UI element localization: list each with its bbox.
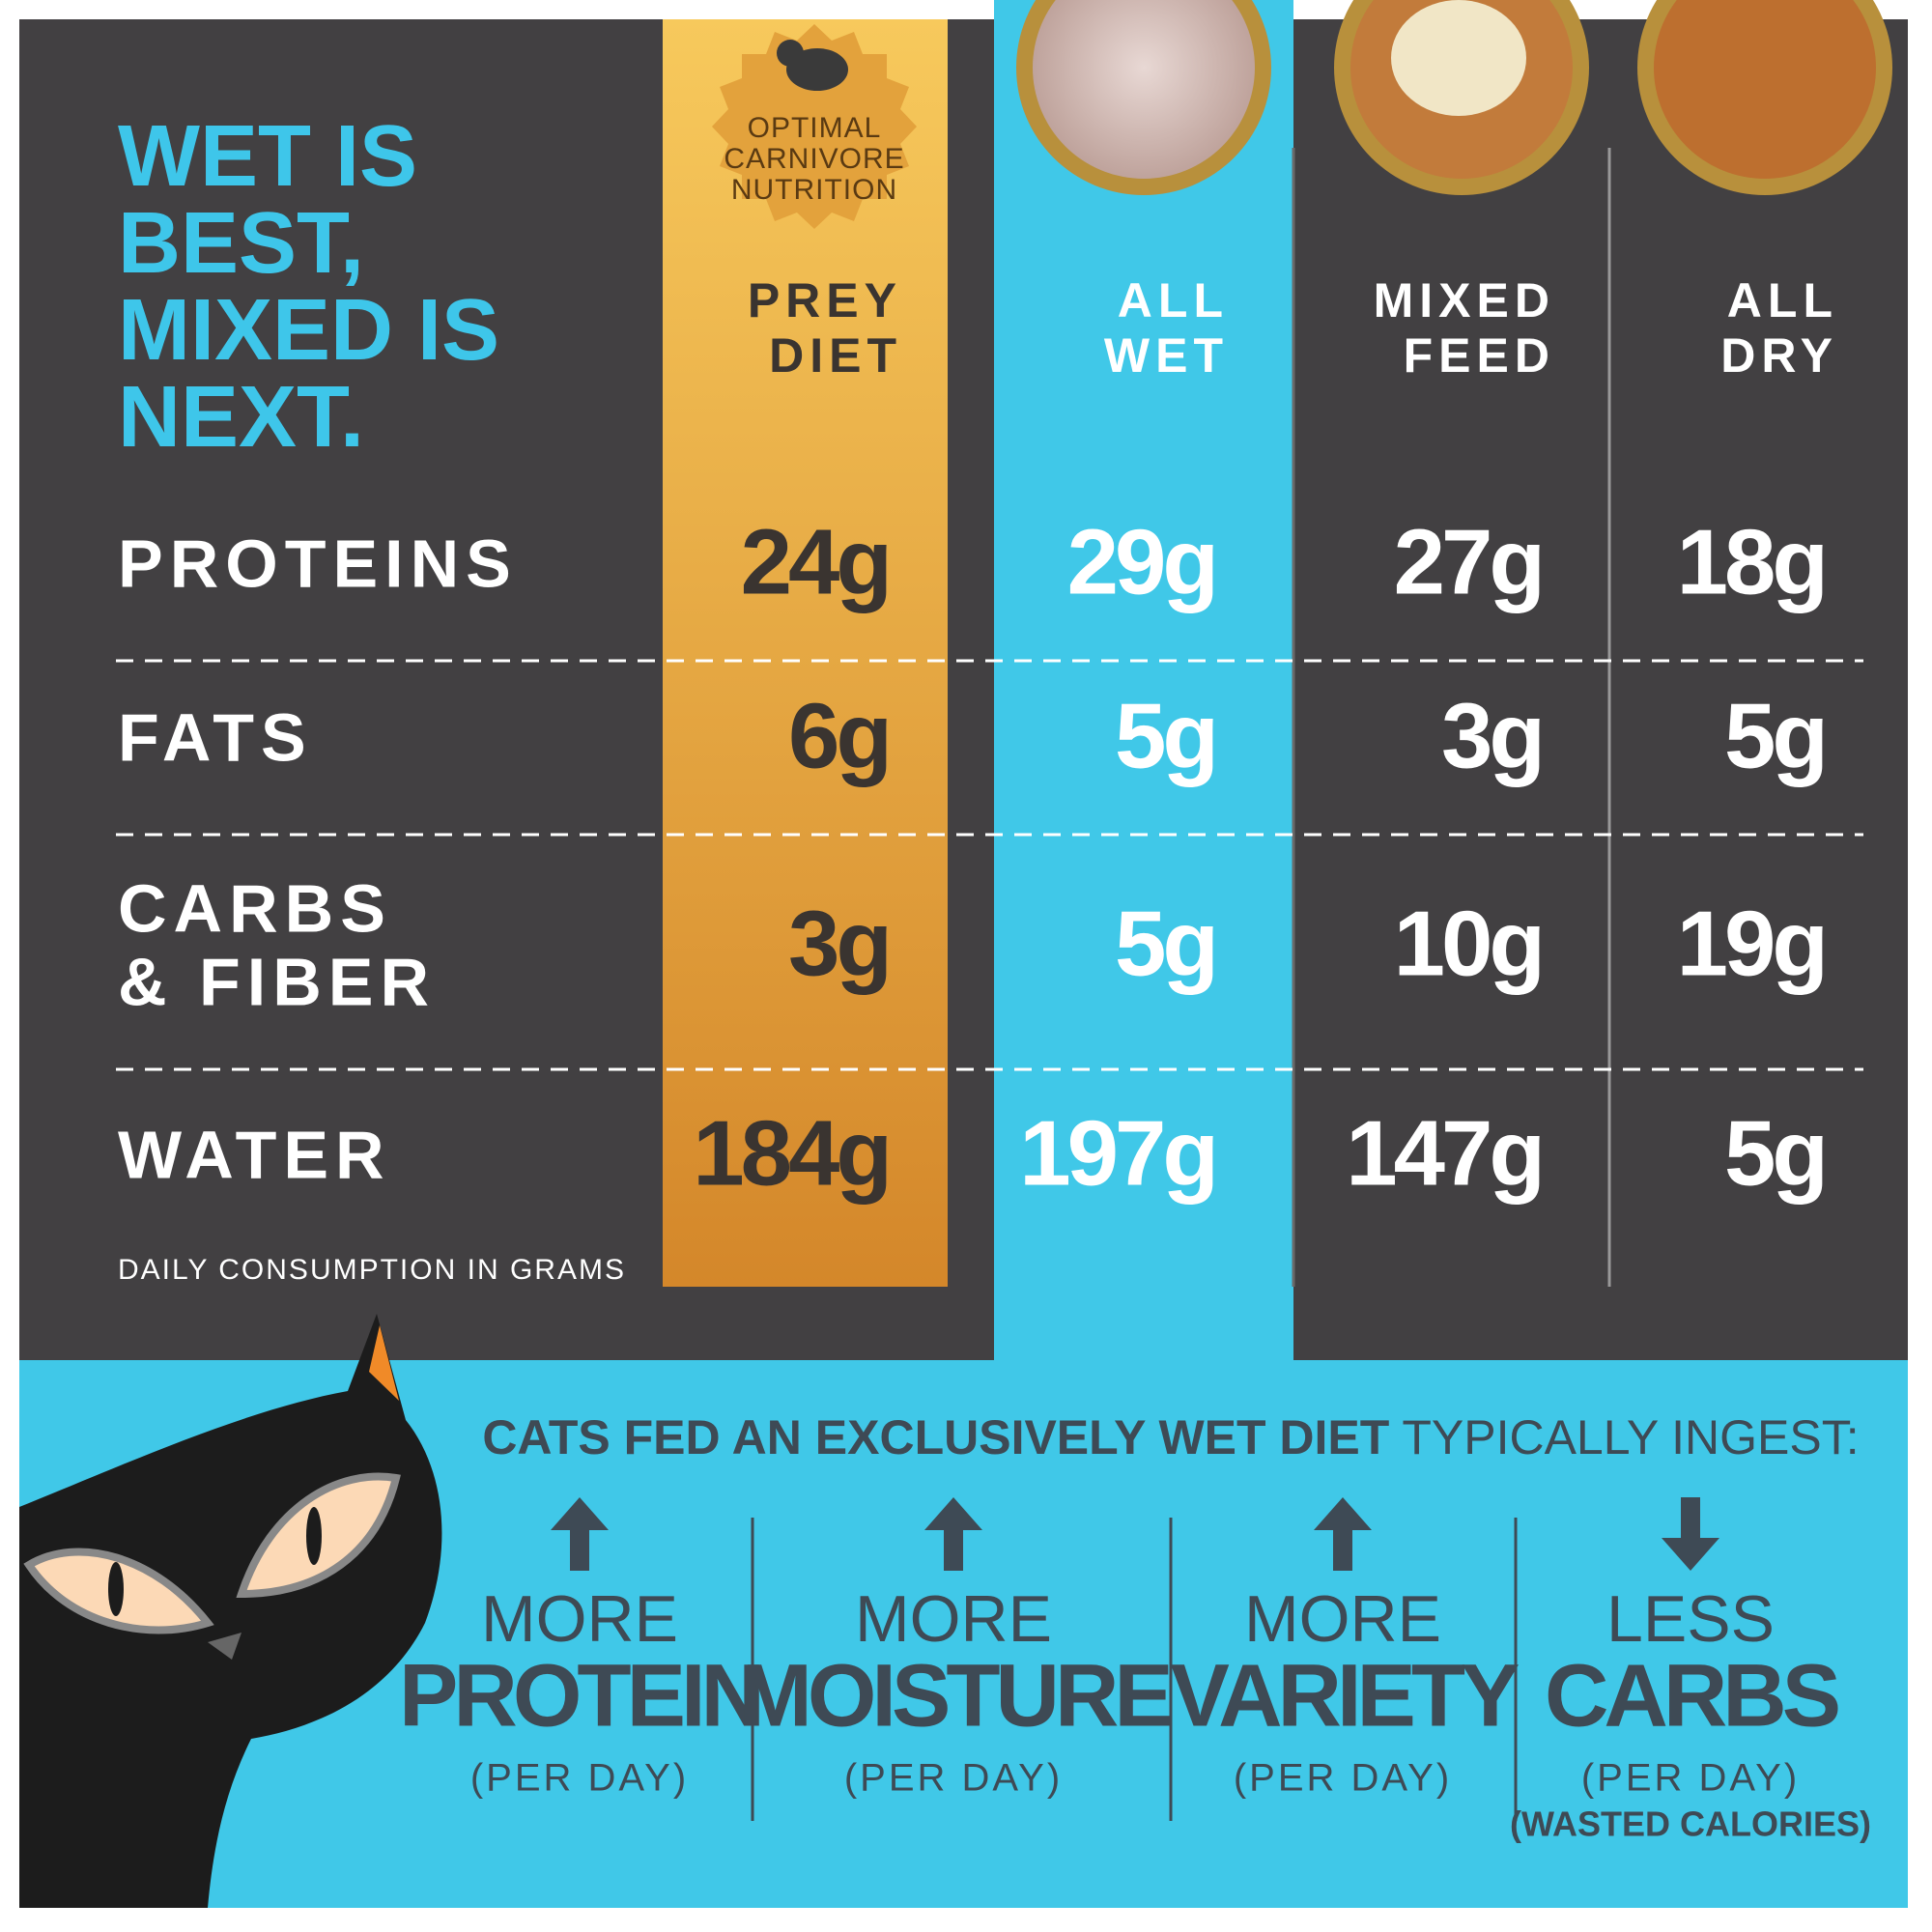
table-cell: 24g xyxy=(741,510,889,613)
table-cell: 5g xyxy=(1115,684,1215,787)
item-sub: (PER DAY) xyxy=(1234,1757,1452,1800)
column-header: MIXED xyxy=(1374,273,1555,327)
item-top: MORE xyxy=(1244,1582,1441,1656)
item-sub: (PER DAY) xyxy=(844,1757,1063,1800)
column-header: FEED xyxy=(1404,328,1555,383)
item-sub: (PER DAY) xyxy=(1581,1757,1800,1800)
table-cell: 147g xyxy=(1346,1101,1542,1205)
arrow-up xyxy=(551,1497,609,1571)
cat-illustration xyxy=(19,1314,442,1908)
badge-text: NUTRITION xyxy=(731,174,897,206)
item-note: (WASTED CALORIES) xyxy=(1510,1804,1871,1844)
table-cell: 184g xyxy=(693,1101,889,1205)
title-line: MIXED IS xyxy=(118,282,499,379)
badge-text: CARNIVORE xyxy=(724,143,904,175)
table-cell: 3g xyxy=(1441,684,1542,787)
arrow-up xyxy=(1314,1497,1372,1571)
item-main: VARIETY xyxy=(1171,1646,1520,1745)
table-cell: 5g xyxy=(1724,684,1825,787)
table-cell: 5g xyxy=(1724,1101,1825,1205)
bowl-wet xyxy=(1016,0,1271,195)
table-cell: 6g xyxy=(788,684,889,787)
column-header: ALL xyxy=(1727,273,1838,327)
column-header: WET xyxy=(1104,328,1229,383)
badge-text: OPTIMAL xyxy=(748,112,882,144)
arrows xyxy=(551,1497,1719,1571)
headline-rest: TYPICALLY INGEST: xyxy=(1402,1410,1859,1464)
item-top: MORE xyxy=(481,1582,678,1656)
arrow-up xyxy=(924,1497,982,1571)
table-cell: 10g xyxy=(1394,892,1542,995)
item-sub: (PER DAY) xyxy=(470,1757,689,1800)
wet-column xyxy=(994,0,1293,1360)
table-note: DAILY CONSUMPTION IN GRAMS xyxy=(118,1254,626,1286)
table-cell: 27g xyxy=(1394,510,1542,613)
column-header: ALL xyxy=(1118,273,1229,327)
table-cell: 19g xyxy=(1677,892,1825,995)
table-cell: 29g xyxy=(1067,510,1215,613)
item-main: MOISTURE xyxy=(738,1646,1170,1745)
item-top: MORE xyxy=(855,1582,1052,1656)
column-header: DIET xyxy=(769,328,902,383)
prey-column xyxy=(663,19,948,1287)
row-label: PROTEINS xyxy=(118,526,518,601)
title-line: WET IS xyxy=(118,108,417,205)
row-label: FATS xyxy=(118,699,313,775)
row-label: & FIBER xyxy=(118,944,436,1019)
arrow-down xyxy=(1662,1497,1719,1571)
table-panel xyxy=(19,19,1908,1360)
item-main: CARBS xyxy=(1545,1646,1838,1745)
item-main: PROTEIN xyxy=(399,1646,760,1745)
table-cell: 197g xyxy=(1019,1101,1215,1205)
table-cell: 3g xyxy=(788,892,889,995)
column-header: DRY xyxy=(1720,328,1838,383)
table-cell: 18g xyxy=(1677,510,1825,613)
title-line: BEST, xyxy=(118,195,364,292)
bowl-dry xyxy=(1637,0,1892,195)
column-header: PREY xyxy=(748,273,902,327)
row-label: WATER xyxy=(118,1117,391,1192)
item-top: LESS xyxy=(1606,1582,1775,1656)
title-line: NEXT. xyxy=(118,369,364,466)
bowl-mixed xyxy=(1334,0,1589,195)
badge: OPTIMAL CARNIVORE NUTRITION xyxy=(712,24,917,229)
footer-headline: CATS FED AN EXCLUSIVELY WET DIET TYPICAL… xyxy=(482,1410,1859,1464)
table-cell: 5g xyxy=(1115,892,1215,995)
row-label: CARBS xyxy=(118,870,392,946)
headline-bold: CATS FED AN EXCLUSIVELY WET DIET xyxy=(482,1410,1389,1464)
